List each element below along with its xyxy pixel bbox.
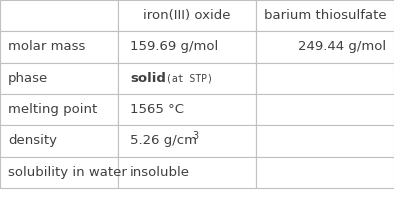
Text: iron(III) oxide: iron(III) oxide xyxy=(144,9,231,22)
Text: insoluble: insoluble xyxy=(130,166,190,179)
Bar xyxy=(256,157,394,188)
Text: 3: 3 xyxy=(192,131,198,141)
Bar xyxy=(0,125,118,157)
Text: density: density xyxy=(8,134,57,147)
Bar xyxy=(0,157,118,188)
Bar xyxy=(0,31,118,63)
Bar xyxy=(118,157,256,188)
Text: solid: solid xyxy=(130,72,166,85)
Bar xyxy=(256,94,394,125)
Bar xyxy=(256,125,394,157)
Bar xyxy=(118,94,256,125)
Text: 5.26 g/cm: 5.26 g/cm xyxy=(130,134,197,147)
Text: (at STP): (at STP) xyxy=(166,73,213,83)
Text: melting point: melting point xyxy=(8,103,97,116)
Bar xyxy=(0,94,118,125)
Bar xyxy=(118,125,256,157)
Text: 159.69 g/mol: 159.69 g/mol xyxy=(130,40,218,54)
Text: phase: phase xyxy=(8,72,48,85)
Bar xyxy=(0,63,118,94)
Bar xyxy=(256,0,394,31)
Text: barium thiosulfate: barium thiosulfate xyxy=(264,9,387,22)
Bar xyxy=(256,31,394,63)
Bar xyxy=(0,0,118,31)
Text: molar mass: molar mass xyxy=(8,40,85,54)
Text: 1565 °C: 1565 °C xyxy=(130,103,184,116)
Text: solubility in water: solubility in water xyxy=(8,166,127,179)
Bar xyxy=(118,0,256,31)
Bar xyxy=(118,31,256,63)
Text: 249.44 g/mol: 249.44 g/mol xyxy=(298,40,386,54)
Bar xyxy=(118,63,256,94)
Bar xyxy=(256,63,394,94)
